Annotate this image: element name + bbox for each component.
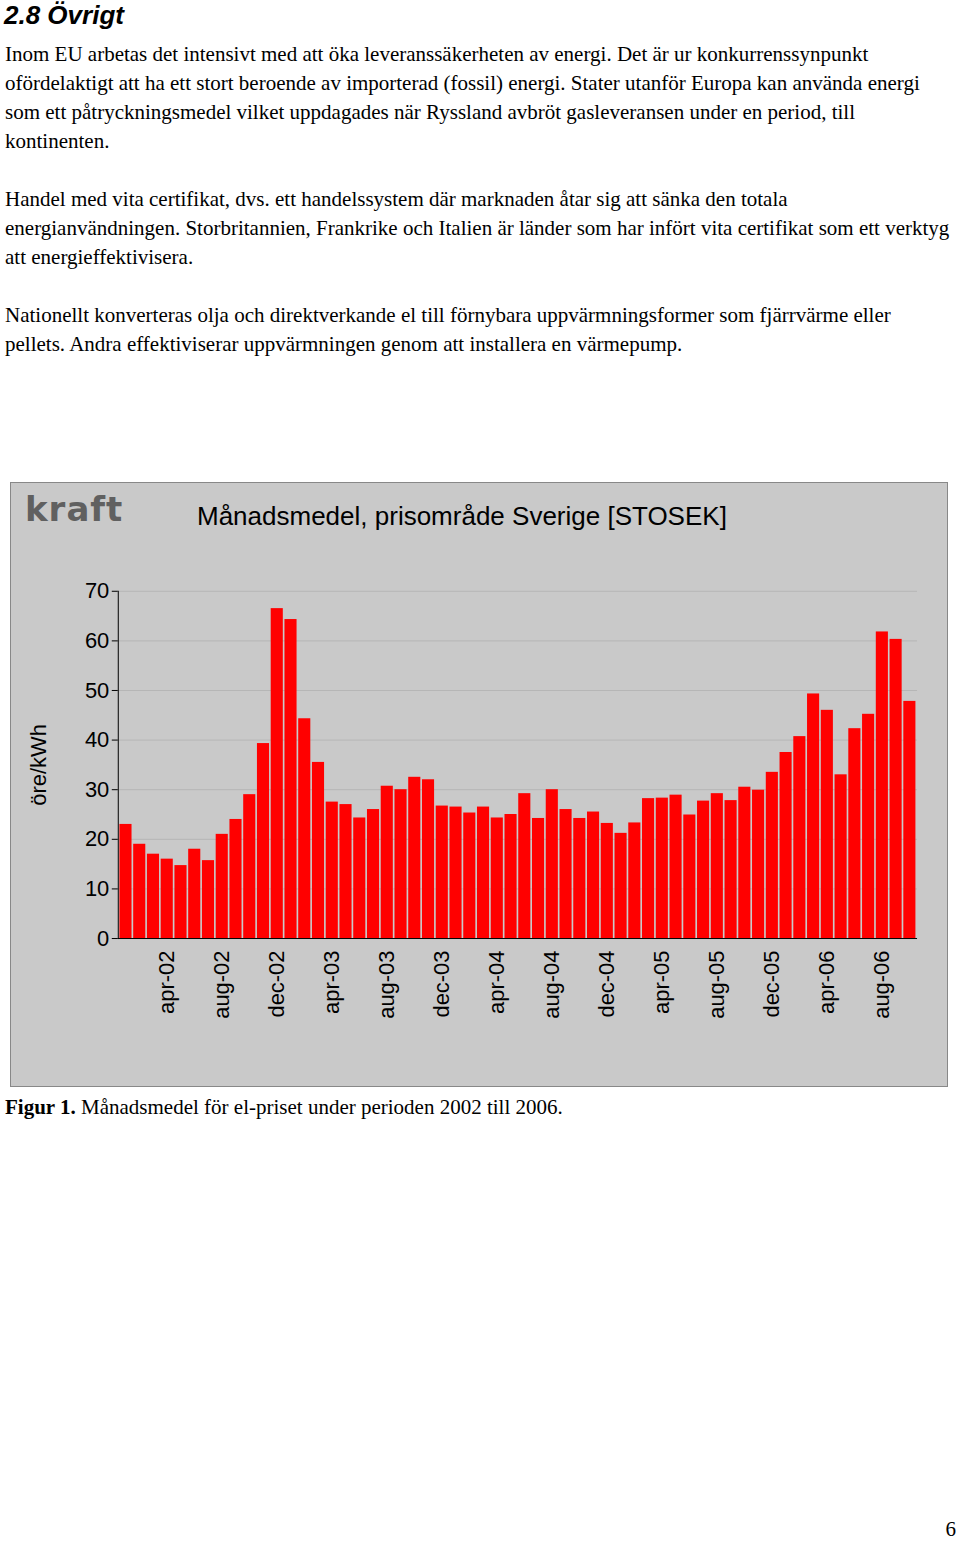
- svg-text:apr-02: apr-02: [154, 950, 179, 1013]
- svg-text:aug-02: aug-02: [209, 950, 234, 1018]
- svg-text:0: 0: [97, 926, 109, 951]
- html-text:Figur 1. Månadsmedel för el-pr: Figur 1. Månadsmedel för el-priset under…: [5, 1095, 563, 1119]
- svg-text:apr-06: apr-06: [814, 950, 839, 1013]
- svg-text:aug-06: aug-06: [869, 950, 894, 1018]
- svg-text:20: 20: [85, 826, 109, 851]
- html-text:kraft: kraft: [25, 489, 124, 529]
- svg-text:dec-05: dec-05: [759, 950, 784, 1017]
- svg-text:40: 40: [85, 727, 109, 752]
- html-text:Inom EU arbetas det intensivt: Inom EU arbetas det intensivt med att ök…: [5, 42, 920, 153]
- html-text:6: 6: [945, 1517, 956, 1541]
- html-text:Månadsmedel, prisområde Sverig: Månadsmedel, prisområde Sverige [STOSEK]: [197, 501, 727, 531]
- svg-text:dec-02: dec-02: [264, 950, 289, 1017]
- svg-text:aug-03: aug-03: [374, 950, 399, 1018]
- svg-text:70: 70: [85, 578, 109, 603]
- svg-text:aug-04: aug-04: [539, 950, 564, 1018]
- svg-text:apr-03: apr-03: [319, 950, 344, 1013]
- svg-text:10: 10: [85, 876, 109, 901]
- svg-text:30: 30: [85, 777, 109, 802]
- html-text:2.8 Övrigt: 2.8 Övrigt: [4, 0, 124, 30]
- svg-text:dec-04: dec-04: [594, 950, 619, 1017]
- html-text:Nationellt konverteras olja oc: Nationellt konverteras olja och direktve…: [5, 303, 891, 356]
- svg-text:dec-03: dec-03: [429, 950, 454, 1017]
- html-text:Handel med vita certifikat, dv: Handel med vita certifikat, dvs. ett han…: [5, 187, 950, 269]
- svg-text:apr-04: apr-04: [484, 950, 509, 1013]
- svg-text:aug-05: aug-05: [704, 950, 729, 1018]
- svg-text:öre/kWh: öre/kWh: [26, 724, 51, 806]
- svg-text:apr-05: apr-05: [649, 950, 674, 1013]
- svg-text:50: 50: [85, 678, 109, 703]
- svg-text:60: 60: [85, 628, 109, 653]
